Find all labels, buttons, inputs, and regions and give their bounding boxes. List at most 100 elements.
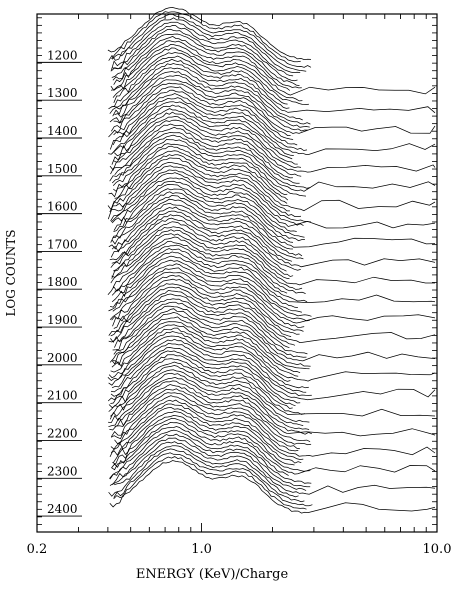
y-axis-label: LOG COUNTS xyxy=(4,229,18,316)
spectrum-line xyxy=(110,177,436,229)
spectrum-line xyxy=(110,236,303,290)
spectrum-label: 1300 xyxy=(47,86,78,100)
spectrum-line xyxy=(109,312,311,367)
spectrum-line xyxy=(111,63,436,114)
spectrum-line xyxy=(108,448,305,503)
spectrum-line xyxy=(109,407,304,460)
spectrum-line xyxy=(110,47,303,102)
spectrum-label: 2400 xyxy=(47,502,78,516)
spectrum-line xyxy=(108,338,307,393)
spectrum-line xyxy=(111,422,436,475)
spectrum-line xyxy=(111,198,293,250)
spectrum-line xyxy=(114,111,298,165)
spectrum-label: 1200 xyxy=(47,48,78,62)
spectrum-line xyxy=(112,417,311,472)
x-tick-label: 10.0 xyxy=(423,542,452,557)
spectrum-line xyxy=(110,86,291,136)
spectrum-line xyxy=(109,388,311,443)
spectrum-line xyxy=(113,445,299,498)
spectrum-line xyxy=(109,214,436,268)
spectrum-line xyxy=(112,267,310,322)
spectrum-line xyxy=(111,116,302,168)
spectrum-line xyxy=(114,384,436,437)
spectrum-line xyxy=(112,191,294,243)
spectrum-line xyxy=(113,184,305,238)
spectrum-line xyxy=(111,274,305,328)
spectrum-line xyxy=(113,452,313,507)
spectrum-line xyxy=(110,369,310,423)
spectrum-line xyxy=(108,89,294,140)
spectrum-line xyxy=(107,7,312,60)
spectrum-line xyxy=(113,93,298,146)
spectrum-line xyxy=(113,456,307,510)
spectrum-line xyxy=(111,233,435,286)
spectrum-line xyxy=(112,52,309,105)
spectrum-line xyxy=(109,101,436,155)
spectrum-line xyxy=(112,97,308,151)
spectrum-line xyxy=(108,14,312,68)
spectrum-line xyxy=(110,358,293,409)
spectrum-line xyxy=(108,202,303,257)
spectrum-line xyxy=(110,298,290,349)
left-axis-ticks xyxy=(37,17,42,525)
spectrum-line xyxy=(109,429,312,484)
spectrum-line xyxy=(110,172,304,226)
spectrum-line xyxy=(113,283,300,335)
spectrum-line xyxy=(112,25,294,77)
spectrum-label: 2000 xyxy=(47,351,78,365)
spectrum-line xyxy=(114,399,299,452)
spectrum-line xyxy=(111,426,289,476)
spectrum-line xyxy=(113,415,295,466)
spectrum-label: 2300 xyxy=(47,464,78,478)
spectrum-line xyxy=(113,145,288,195)
spectrum-line xyxy=(112,143,307,197)
spectrum-line xyxy=(111,139,436,192)
spectrum-line xyxy=(110,289,436,343)
spectrum-line xyxy=(110,221,287,272)
spectrum-line xyxy=(108,108,293,160)
spectrum-line xyxy=(110,259,302,313)
spectrum-line xyxy=(110,403,436,457)
spectrum-line xyxy=(109,271,436,324)
x-tick-label: 1.0 xyxy=(191,542,212,557)
spectrum-line xyxy=(108,365,436,417)
spectrum-line xyxy=(107,244,288,295)
spectrum-line xyxy=(109,123,302,177)
spectrum-line xyxy=(111,217,301,271)
spectrum-line xyxy=(107,335,309,389)
x-axis-label: ENERGY (KeV)/Charge xyxy=(136,567,289,582)
spectrum-line xyxy=(112,35,302,89)
spectrum-line xyxy=(107,354,296,407)
spectrum-line xyxy=(113,82,436,134)
spectrum-line xyxy=(111,441,436,495)
spectrum-line xyxy=(111,28,298,82)
spectrum-line xyxy=(114,154,288,204)
spectrum-line xyxy=(111,206,304,260)
spectrum-line xyxy=(112,240,306,294)
spectrum-line xyxy=(109,433,311,488)
spectrum-line xyxy=(111,324,299,377)
spectrum-line xyxy=(108,331,291,382)
spectrum-line xyxy=(114,248,308,303)
spectrum-line xyxy=(109,67,303,121)
spectrum-line xyxy=(111,17,307,72)
spectrum-line xyxy=(110,392,312,446)
spectrum-labels: 1200 1300 1400 1500 1600 1700 1800 1900 2000 2100… xyxy=(37,48,82,517)
spectrum-line xyxy=(111,33,300,86)
spectrum-line xyxy=(114,132,300,184)
spectrum-line xyxy=(114,75,310,128)
spectrum-label: 1400 xyxy=(47,124,78,138)
spectrum-line xyxy=(111,316,310,370)
spectrum-line xyxy=(113,55,288,105)
plot-frame xyxy=(36,13,438,533)
spectrum-line xyxy=(112,321,301,374)
spectrum-line xyxy=(110,327,436,382)
spectra-group xyxy=(107,7,436,514)
spectrum-line xyxy=(110,195,436,248)
spectrum-line xyxy=(110,210,293,262)
spectrum-line xyxy=(112,278,304,332)
spectrum-line xyxy=(108,263,312,317)
spectrum-line xyxy=(111,11,301,63)
right-axis-ticks xyxy=(432,17,437,525)
